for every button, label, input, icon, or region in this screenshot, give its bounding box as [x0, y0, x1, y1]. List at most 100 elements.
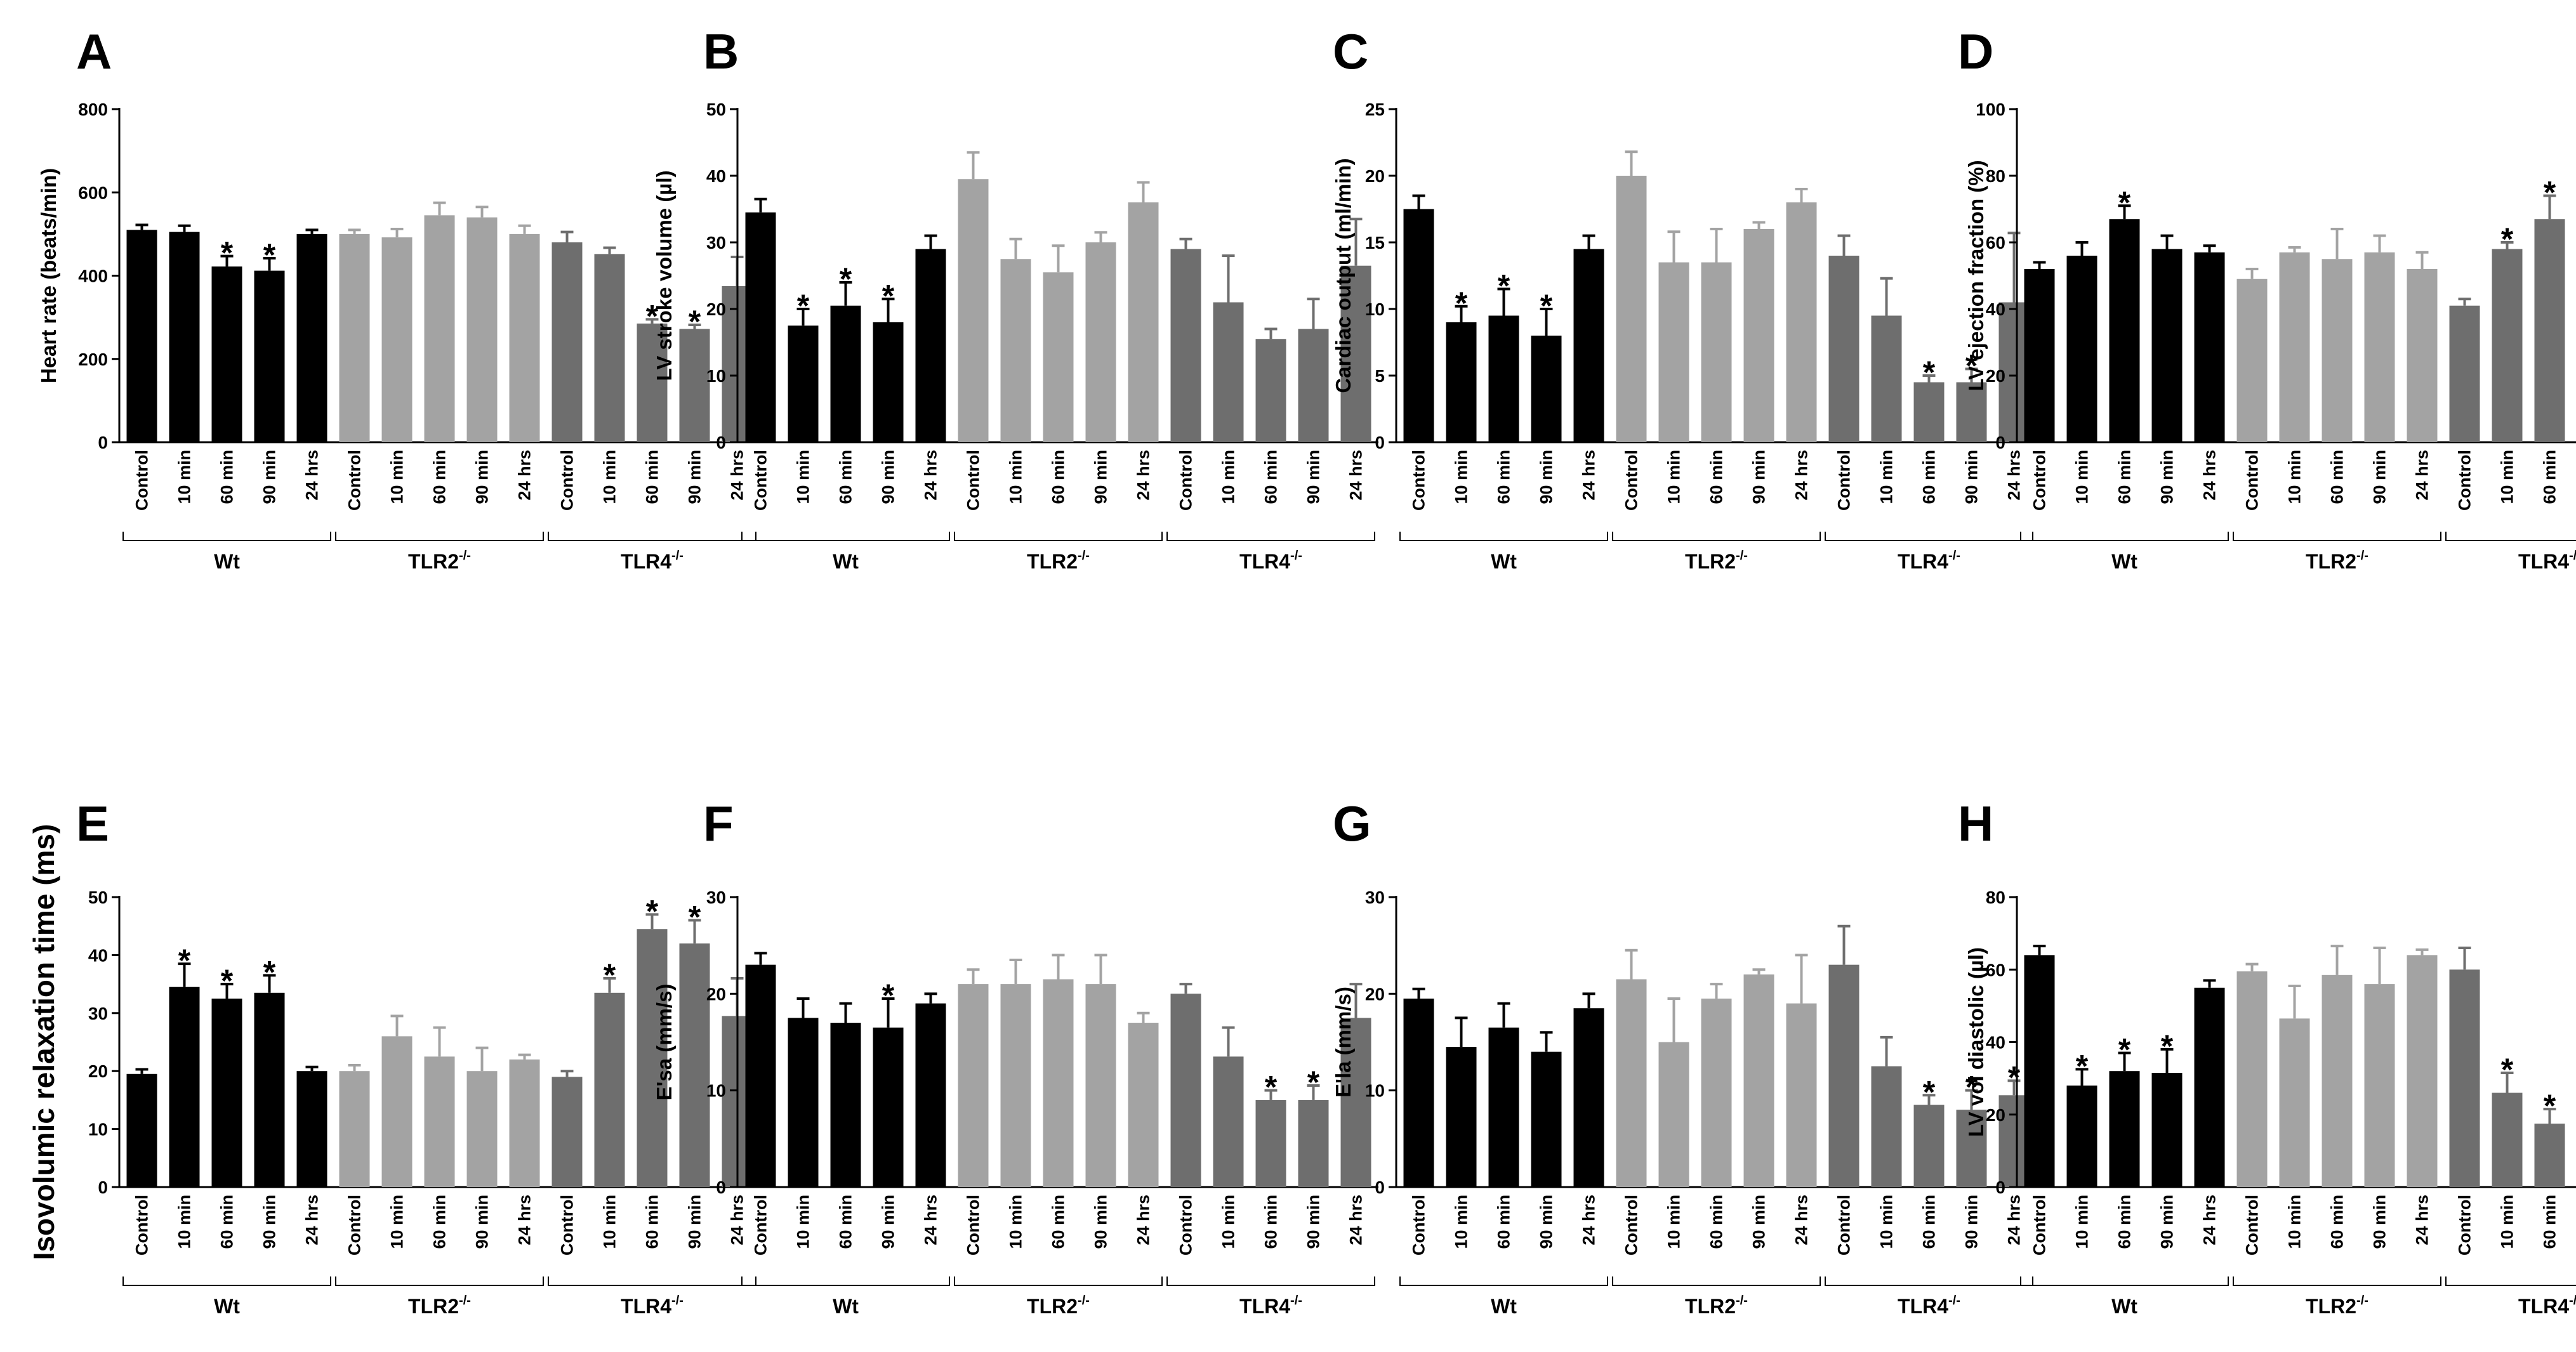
y-tick-label: 60 — [1986, 233, 2005, 253]
panel-g: G E'la (mm/s) 0 10 20 30 Control 10 min 60 min 90… — [1331, 796, 2037, 1318]
bar — [679, 943, 710, 1187]
category-label: 10 min — [2498, 1195, 2517, 1249]
category-label: Control — [1835, 1195, 1854, 1256]
category-label: 60 min — [1707, 450, 1726, 504]
bar — [424, 215, 455, 442]
bar — [1255, 339, 1286, 442]
y-tick-label: 25 — [1365, 100, 1385, 119]
bar — [1340, 1018, 1371, 1187]
bar — [1298, 329, 1329, 442]
y-tick-label: 600 — [78, 183, 108, 202]
category-label: Control — [1177, 450, 1196, 511]
group-label: TLR4-/- — [2518, 549, 2576, 573]
bar — [296, 1071, 327, 1187]
bar — [1340, 265, 1371, 442]
y-tick-label: 5 — [1375, 366, 1385, 386]
category-label: Control — [1410, 450, 1429, 511]
category-label: Control — [751, 450, 770, 511]
bar — [254, 270, 285, 442]
group-name: Wt — [1491, 550, 1517, 573]
category-label: 60 min — [218, 1195, 237, 1249]
category-label: 60 min — [1049, 450, 1068, 504]
bar — [2364, 252, 2395, 442]
bar — [1913, 1105, 1945, 1187]
group-superscript: -/- — [671, 549, 684, 563]
bar — [2279, 252, 2310, 442]
bar — [2449, 969, 2480, 1187]
group-bracket — [335, 532, 544, 541]
significance-marker: * — [646, 893, 659, 929]
panel-b: B LV stroke volume (µl) 0 10 20 30 40 50 Control… — [652, 23, 1378, 573]
bar — [1000, 259, 1031, 442]
category-label: Control — [558, 1195, 577, 1256]
category-label: 24 hrs — [1792, 1195, 1811, 1245]
category-label: 24 hrs — [921, 450, 941, 501]
bar — [1786, 1003, 1817, 1187]
bar — [169, 232, 200, 442]
y-tick-label: 20 — [1986, 1105, 2005, 1125]
panel-letter: D — [1958, 23, 1993, 79]
bar — [958, 179, 989, 442]
bar — [1085, 984, 1116, 1187]
bar — [788, 325, 819, 442]
category-label: Control — [1622, 450, 1641, 511]
bar — [1213, 1056, 1244, 1187]
significance-marker: * — [689, 900, 701, 935]
category-label: 90 min — [2158, 1195, 2177, 1249]
bar — [1871, 315, 1902, 442]
group-name: TLR2 — [1685, 1295, 1736, 1318]
bar — [2194, 252, 2225, 442]
bar — [788, 1018, 819, 1187]
category-label: 90 min — [2370, 1195, 2389, 1249]
significance-marker: * — [263, 237, 276, 273]
bar — [339, 233, 370, 442]
category-label: 60 min — [1920, 450, 1939, 504]
bar — [424, 1056, 455, 1187]
bar — [2236, 971, 2268, 1187]
group-bracket — [122, 1277, 331, 1286]
group-name: Wt — [1491, 1295, 1517, 1318]
y-tick-label: 40 — [1986, 299, 2005, 319]
bar — [679, 329, 710, 442]
category-label: 10 min — [388, 450, 407, 504]
category-label: 10 min — [600, 450, 619, 504]
bar — [2322, 259, 2353, 442]
group-label: TLR2-/- — [1027, 549, 1090, 573]
category-label: 90 min — [1962, 450, 1981, 504]
category-label: 10 min — [2498, 450, 2517, 504]
significance-marker: * — [178, 943, 191, 978]
category-label: Control — [1410, 1195, 1429, 1256]
significance-marker: * — [1965, 348, 1978, 384]
category-label: 24 hrs — [728, 450, 747, 501]
group-bracket — [1399, 532, 1608, 541]
category-label: 24 hrs — [921, 1195, 941, 1245]
group-label: Wt — [833, 1295, 859, 1318]
y-tick-label: 50 — [88, 888, 108, 907]
y-tick-label: 40 — [1986, 1033, 2005, 1053]
category-label: Control — [1622, 1195, 1641, 1256]
group-name: TLR4 — [1898, 1295, 1948, 1318]
category-label: 24 hrs — [1792, 450, 1811, 501]
y-tick-label: 0 — [1995, 1178, 2005, 1197]
group-bracket — [2445, 1277, 2576, 1286]
bar — [1531, 1051, 1562, 1187]
category-label: 60 min — [218, 450, 237, 504]
category-label: 10 min — [794, 450, 813, 504]
group-name: TLR2 — [2306, 550, 2356, 573]
group-superscript: -/- — [671, 1294, 684, 1308]
bar — [1828, 964, 1859, 1187]
category-label: 10 min — [1452, 1195, 1471, 1249]
bar — [126, 1073, 157, 1187]
category-label: Control — [2243, 1195, 2262, 1256]
group-bracket — [2020, 532, 2229, 541]
category-label: 60 min — [836, 1195, 855, 1249]
panel-letter: H — [1958, 796, 1993, 851]
bar — [745, 964, 776, 1187]
group-superscript: -/- — [459, 1294, 471, 1308]
significance-marker: * — [1540, 288, 1553, 324]
significance-marker: * — [1923, 1074, 1936, 1110]
group-superscript: -/- — [2569, 549, 2576, 563]
bar — [381, 1036, 413, 1187]
y-axis-label: E'sa (mm/s) — [652, 984, 676, 1101]
bar — [211, 266, 242, 442]
